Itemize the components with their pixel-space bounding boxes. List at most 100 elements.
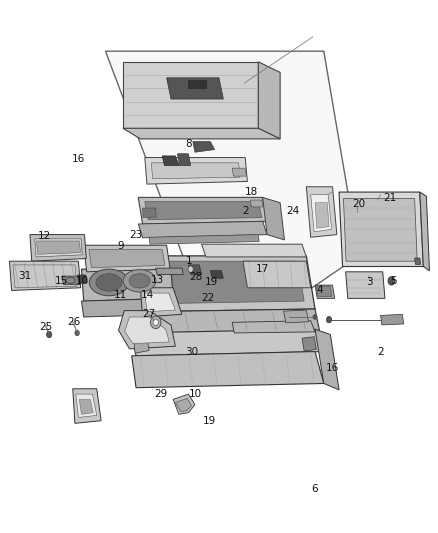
- Text: 2: 2: [242, 206, 248, 216]
- Polygon shape: [10, 261, 81, 290]
- Text: 30: 30: [185, 346, 198, 357]
- Text: 9: 9: [117, 241, 124, 251]
- Circle shape: [388, 277, 395, 285]
- Text: 26: 26: [67, 317, 80, 327]
- Polygon shape: [145, 256, 315, 312]
- Circle shape: [313, 315, 317, 319]
- Polygon shape: [132, 329, 324, 356]
- Polygon shape: [123, 62, 258, 128]
- Polygon shape: [145, 201, 262, 220]
- Circle shape: [75, 330, 79, 336]
- Polygon shape: [78, 275, 87, 282]
- Polygon shape: [339, 192, 424, 266]
- Polygon shape: [138, 221, 267, 238]
- Text: 19: 19: [205, 278, 218, 287]
- Text: 4: 4: [316, 286, 323, 295]
- Polygon shape: [89, 249, 165, 268]
- Polygon shape: [420, 192, 429, 271]
- Polygon shape: [201, 244, 306, 257]
- Text: 21: 21: [384, 193, 397, 204]
- Polygon shape: [232, 321, 315, 333]
- Polygon shape: [123, 128, 280, 139]
- Polygon shape: [30, 235, 86, 261]
- Polygon shape: [188, 265, 201, 274]
- Text: 1: 1: [186, 256, 193, 266]
- Polygon shape: [145, 158, 247, 184]
- Text: 31: 31: [18, 271, 32, 281]
- Polygon shape: [162, 156, 179, 165]
- Polygon shape: [415, 258, 421, 264]
- Text: 16: 16: [71, 154, 85, 164]
- Text: 25: 25: [39, 321, 52, 332]
- Polygon shape: [343, 198, 417, 261]
- Polygon shape: [263, 197, 285, 240]
- Text: 20: 20: [352, 199, 365, 209]
- Text: 16: 16: [326, 362, 339, 373]
- Ellipse shape: [129, 273, 150, 288]
- Polygon shape: [76, 394, 97, 417]
- Polygon shape: [251, 200, 263, 207]
- Text: 12: 12: [38, 231, 51, 241]
- Polygon shape: [145, 309, 319, 333]
- Text: 14: 14: [140, 289, 154, 300]
- Polygon shape: [381, 314, 404, 325]
- Ellipse shape: [89, 269, 129, 296]
- Polygon shape: [81, 298, 173, 317]
- Polygon shape: [210, 271, 223, 278]
- Polygon shape: [141, 288, 182, 317]
- Text: 23: 23: [129, 230, 143, 240]
- Text: 2: 2: [377, 346, 384, 357]
- Polygon shape: [173, 394, 195, 414]
- Text: 5: 5: [390, 276, 397, 286]
- Text: 27: 27: [142, 309, 156, 319]
- Text: 28: 28: [190, 272, 203, 282]
- Polygon shape: [243, 261, 311, 288]
- Polygon shape: [125, 317, 169, 344]
- Polygon shape: [177, 154, 191, 165]
- Ellipse shape: [96, 273, 122, 291]
- Text: 24: 24: [286, 206, 300, 216]
- Polygon shape: [151, 261, 304, 304]
- Text: 15: 15: [55, 277, 68, 286]
- Polygon shape: [143, 208, 156, 217]
- Polygon shape: [306, 187, 337, 237]
- Text: 10: 10: [188, 389, 201, 399]
- Text: 18: 18: [245, 187, 258, 197]
- Text: 6: 6: [312, 484, 318, 494]
- Polygon shape: [36, 241, 81, 254]
- Text: 11: 11: [114, 289, 127, 300]
- Polygon shape: [188, 80, 206, 88]
- Text: 19: 19: [202, 416, 215, 426]
- Text: 29: 29: [155, 389, 168, 399]
- Polygon shape: [175, 398, 191, 411]
- Polygon shape: [119, 311, 175, 349]
- Text: 22: 22: [201, 293, 215, 303]
- Polygon shape: [346, 272, 385, 298]
- Polygon shape: [315, 329, 339, 390]
- Polygon shape: [316, 287, 332, 296]
- Text: 8: 8: [185, 139, 192, 149]
- Ellipse shape: [123, 270, 156, 292]
- Polygon shape: [315, 285, 335, 298]
- Text: 17: 17: [256, 264, 269, 274]
- Circle shape: [326, 317, 332, 323]
- Polygon shape: [315, 203, 329, 228]
- Polygon shape: [84, 245, 170, 272]
- Circle shape: [153, 319, 158, 326]
- Polygon shape: [35, 239, 82, 257]
- Polygon shape: [284, 310, 308, 323]
- Polygon shape: [134, 338, 149, 353]
- Text: 13: 13: [151, 275, 165, 285]
- Polygon shape: [81, 269, 173, 301]
- Text: 10: 10: [76, 277, 89, 286]
- Circle shape: [150, 316, 161, 329]
- Text: 3: 3: [366, 278, 373, 287]
- Circle shape: [188, 266, 193, 272]
- Polygon shape: [62, 276, 80, 285]
- Polygon shape: [258, 62, 280, 139]
- Polygon shape: [145, 293, 175, 312]
- Polygon shape: [302, 337, 316, 351]
- Polygon shape: [106, 51, 359, 352]
- Polygon shape: [155, 268, 183, 274]
- Polygon shape: [193, 142, 215, 152]
